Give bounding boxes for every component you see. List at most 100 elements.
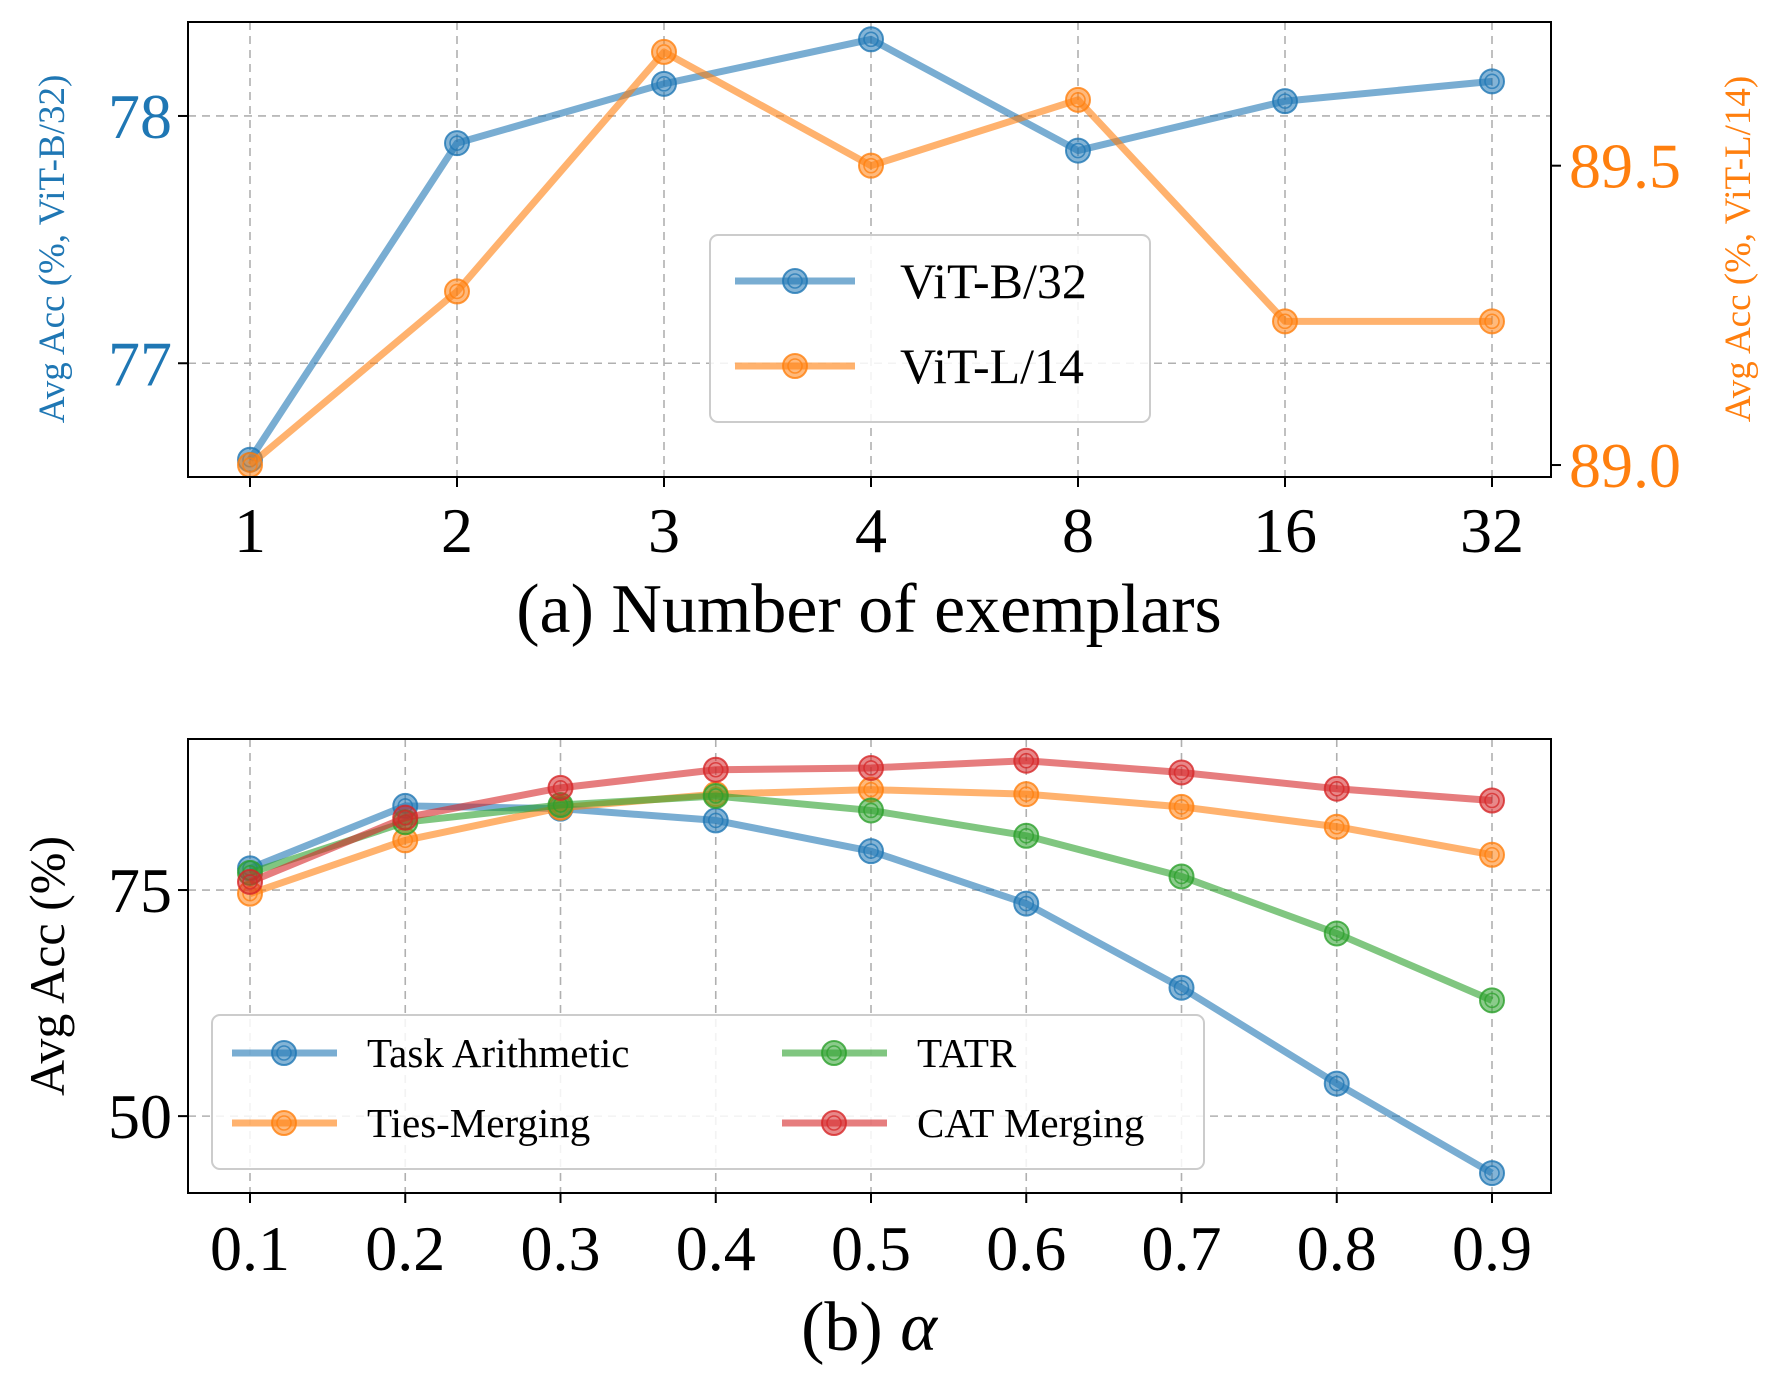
panel-b-series-tatr-point-4-inner [863,802,879,819]
panel-b-x-axis-label-prefix: (b) [801,1289,900,1366]
panel-b-legend-entry-task-arithmetic-marker [271,1040,297,1066]
panel-b-x-axis-label: (b) α [801,1289,938,1366]
panel-b-y-tick-label-1: 75 [108,855,172,926]
panel-a-series-vit-b-32-point-5-inner [1277,93,1293,109]
panel-b-legend-entry-task-arithmetic-label: Task Arithmetic [367,1030,629,1076]
panel-b-series-cat-merging-point-6-outer [1168,759,1195,786]
panel-b-series-ties-merging-point-7 [1323,813,1350,840]
panel-a-series-vit-b-32-point-4 [1065,137,1091,164]
panel-b-series-cat-merging [237,747,1505,895]
panel-b-series-task-arithmetic-point-6-inner [1173,979,1190,996]
panel-b-series-task-arithmetic-point-5-outer [1013,890,1040,917]
panel-b-series-cat-merging-point-1 [392,804,419,831]
panel-b-series-cat-merging-point-3 [702,756,729,783]
panel-b-series-ties-merging-point-5-inner [1018,786,1035,802]
panel-a-series-vit-b-32-point-4-outer [1065,137,1091,164]
panel-a-series-vit-l-14-point-2 [651,38,677,65]
panel-a-series-vit-l-14-point-3-outer [858,152,884,179]
panel-b-series-ties-merging-point-7-inner [1328,818,1345,835]
panel-b-legend-entry-ties-merging-label: Ties-Merging [367,1100,590,1146]
panel-a-series-vit-l-14-point-1-inner [449,283,465,300]
panel-a-legend-entry-vit-b-32-marker [782,268,808,294]
panel-a-legend-entry-vit-b-32-label: ViT-B/32 [900,253,1087,309]
panel-b-series-tatr-point-7 [1323,920,1350,947]
panel-a-series-vit-l-14-point-2-inner [656,44,672,60]
panel-b-series-cat-merging-point-3-outer [702,756,729,783]
panel-b-series-ties-merging-point-5 [1013,781,1040,808]
panel-b-series-task-arithmetic-point-3-inner [707,812,724,829]
panel-b-legend-entry-tatr: TATR [782,1030,1017,1076]
panel-a-x-tick-label-6: 32 [1460,495,1524,566]
panel-b-y-tick-label-0: 50 [108,1081,172,1152]
panel-b-series-tatr-point-6 [1168,863,1195,890]
panel-b-plot-frame [187,738,1552,1194]
panel-b-legend-entry-tatr-marker [821,1040,847,1066]
panel-b-legend-entry-ties-merging-marker-outer [271,1110,297,1136]
panel-b-series-tatr-point-6-outer [1168,863,1195,890]
panel-b-x-tick-label-3: 0.4 [676,1213,756,1284]
panel-a-series-vit-b-32-point-1-outer [444,130,470,157]
panel-a-series-vit-l-14-point-3 [858,152,884,179]
panel-b-legend-entry-task-arithmetic-marker-inner [276,1045,292,1061]
panel-b-y-axis-label: Avg Acc (%) [19,836,75,1096]
panel-a-x-axis-label: (a) Number of exemplars [516,571,1222,648]
panel-b-legend-entry-tatr-marker-outer [821,1040,847,1066]
panel-b-series-task-arithmetic-point-7 [1323,1070,1350,1097]
panel-b-legend-entry-task-arithmetic: Task Arithmetic [232,1030,629,1076]
panel-a-series-vit-b-32-point-6 [1479,68,1505,95]
panel-a-series-vit-l-14-point-3-inner [863,157,879,174]
panel-b-series-cat-merging-point-2 [547,774,574,801]
panel-b-series-tatr-point-5-outer [1013,822,1040,849]
panel-a-legend-entry-vit-l-14-marker [782,353,808,379]
panel-a-x-tick-label-4: 8 [1062,495,1094,566]
panel-a-legend-entry-vit-l-14-marker-outer [782,353,808,379]
panel-a-series-vit-l-14-point-1-outer [444,278,470,305]
panel-b-legend-box [211,1014,1205,1170]
panel-b-series-cat-merging-point-6-inner [1173,764,1190,781]
panel-a-series-vit-l-14-point-2-outer [651,38,677,65]
panel-b-alpha-chart: 0.1 0.2 0.3 0.4 0.5 0.6 0.7 0.8 0.9 50 75 Avg Acc … [19,738,1552,1366]
panel-a-series-vit-b-32-point-5 [1272,88,1298,115]
panel-b-series-ties-merging-point-8-outer [1479,841,1505,868]
panel-b-series-tatr-point-8 [1479,987,1505,1014]
panel-a-series-vit-l-14-point-4 [1065,86,1091,113]
panel-b-series-task-arithmetic-point-6 [1168,974,1195,1001]
panel-b-series-ties-merging-point-6-inner [1173,799,1190,815]
panel-b-series-task-arithmetic-point-7-inner [1328,1075,1345,1092]
panel-a-series-vit-l-14-point-6-inner [1484,313,1500,330]
panel-a-left-tick-label-1: 78 [108,81,172,152]
panel-a-x-tick-label-5: 16 [1253,495,1317,566]
panel-b-series-cat-merging-point-7 [1323,775,1350,802]
panel-b-series-cat-merging-point-0-inner [242,874,258,890]
panel-b-legend-entry-cat-merging-marker-inner [826,1115,842,1131]
panel-a-right-axis-label: Avg Acc (%, ViT-L/14) [1718,76,1759,422]
panel-b-series [237,747,1505,1187]
panel-b-series-cat-merging-point-3-inner [707,761,724,778]
panel-a-legend-entry-vit-l-14-label: ViT-L/14 [900,338,1084,394]
panel-b-series-task-arithmetic-point-3-outer [702,807,729,834]
panel-b-series-tatr-point-6-inner [1173,868,1190,885]
panel-b-legend-entry-task-arithmetic-marker-outer [271,1040,297,1066]
panel-a-series-vit-l-14-point-5-inner [1277,313,1293,330]
panel-b-series-task-arithmetic-point-8-outer [1479,1160,1505,1187]
panel-a-series-vit-b-32-point-6-outer [1479,68,1505,95]
panel-b-series-cat-merging-point-2-inner [552,780,569,796]
panel-a-series-vit-b-32-point-6-inner [1484,73,1500,90]
panel-b-series-task-arithmetic-point-3 [702,807,729,834]
panel-b-x-tick-label-1: 0.2 [365,1213,445,1284]
panel-a-right-tick-label-1: 89.5 [1569,131,1681,202]
panel-b-series-task-arithmetic-point-4-inner [863,843,879,859]
panel-a-series-vit-b-32-point-1 [444,130,470,157]
panel-a-right-tick-label-0: 89.0 [1569,430,1681,501]
panel-b-series-cat-merging-point-2-outer [547,774,574,801]
panel-a-series-vit-b-32-point-5-outer [1272,88,1298,115]
panel-a-series [237,26,1505,479]
panel-a-series-vit-l-14-point-5 [1272,308,1298,335]
panel-a-legend-entry-vit-b-32: ViT-B/32 [735,253,1087,309]
panel-b-series-task-arithmetic-point-8-inner [1484,1165,1500,1181]
panel-a-series-vit-l-14-point-1 [444,278,470,305]
panel-b-series-cat-merging-point-4-inner [863,760,879,776]
panel-b-legend-entry-ties-merging: Ties-Merging [232,1100,590,1146]
panel-b-legend-entry-ties-merging-marker-inner [276,1115,292,1131]
